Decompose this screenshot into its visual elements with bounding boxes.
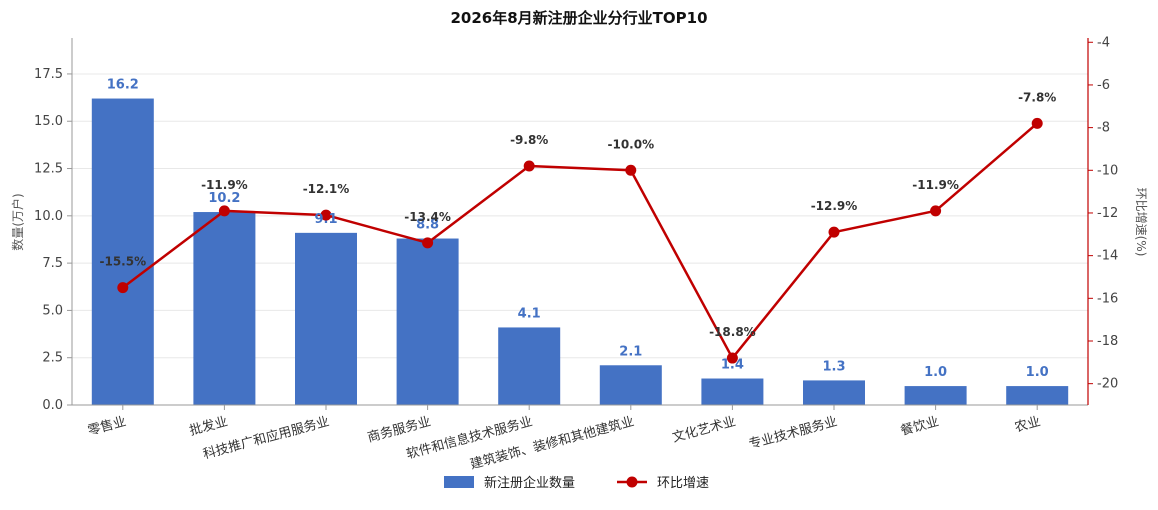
line-data-label: -18.8% — [709, 325, 756, 339]
x-tick-label: 专业技术服务业 — [747, 413, 839, 452]
bar-data-label: 8.8 — [416, 218, 439, 233]
bar — [599, 365, 662, 405]
line-point — [625, 164, 637, 176]
y-right-tick-label: -10 — [1097, 163, 1118, 178]
bar-data-label: 16.2 — [107, 78, 139, 93]
bar-data-label: 4.1 — [518, 306, 541, 321]
x-tick-label: 批发业 — [188, 413, 230, 439]
line-data-label: -15.5% — [99, 255, 146, 269]
line-point — [1031, 117, 1043, 129]
line-point — [930, 205, 942, 217]
legend: 新注册企业数量 环比增速 — [444, 475, 709, 491]
line-point — [828, 226, 840, 238]
bar-data-label: 10.2 — [208, 191, 240, 206]
bar-data-label: 9.1 — [314, 212, 337, 227]
y-tick-label: 5.0 — [42, 303, 63, 318]
line-data-label: -12.9% — [811, 199, 858, 213]
y-right-tick-label: -8 — [1097, 121, 1110, 136]
bar-data-label: 1.3 — [822, 359, 845, 374]
legend-swatch-marker — [626, 476, 638, 488]
y-right-tick-label: -4 — [1097, 35, 1110, 50]
line-data-label: -11.9% — [201, 178, 248, 192]
line-point — [726, 352, 738, 364]
bar — [904, 386, 967, 405]
x-tick-label: 商务服务业 — [366, 413, 433, 445]
x-tick-label: 农业 — [1013, 414, 1042, 435]
y-tick-label: 10.0 — [34, 209, 63, 224]
line-point — [117, 282, 129, 294]
y-tick-label: 7.5 — [42, 256, 63, 271]
line-data-label: -10.0% — [607, 137, 654, 151]
x-tick-label: 零售业 — [86, 413, 128, 439]
chart-title: 2026年8月新注册企业分行业TOP10 — [450, 9, 707, 27]
x-tick-label: 文化艺术业 — [671, 414, 738, 445]
bar-series — [91, 98, 1069, 406]
y-right-tick-label: -6 — [1097, 78, 1110, 93]
bar — [498, 327, 561, 405]
line-point — [218, 205, 230, 217]
bar — [396, 238, 459, 405]
line-point — [320, 209, 332, 221]
bar — [701, 378, 764, 405]
y-tick-label: 15.0 — [34, 114, 63, 129]
y-right-tick-label: -18 — [1097, 334, 1118, 349]
data-labels: 16.2 10.2 9.1 8.8 4.1 2.1 1.4 1.3 1.0 1.0 -15.5% -1… — [99, 78, 1056, 381]
line-data-label: -9.8% — [510, 133, 548, 147]
y-tick-label: 0.0 — [42, 398, 63, 413]
bar — [91, 98, 154, 406]
bar-data-label: 1.0 — [1026, 365, 1049, 380]
y-right-tick-label: -16 — [1097, 291, 1118, 306]
bar — [1006, 386, 1069, 405]
y-axis-right-title: 环比增速(%) — [1134, 188, 1148, 257]
y-right-tick-label: -14 — [1097, 249, 1118, 264]
bar — [193, 212, 256, 405]
y-tick-label: 17.5 — [34, 67, 63, 82]
line-data-label: -7.8% — [1018, 90, 1056, 104]
y-tick-label: 2.5 — [42, 351, 63, 366]
line-data-label: -12.1% — [303, 182, 350, 196]
x-tick-label: 建筑装饰、装修和其他建筑业 — [468, 413, 635, 472]
line-data-label: -11.9% — [912, 178, 959, 192]
y-tick-label: 12.5 — [34, 162, 63, 177]
legend-label-bar: 新注册企业数量 — [484, 475, 575, 491]
x-tick-label: 餐饮业 — [899, 413, 941, 439]
line-point — [422, 237, 434, 249]
bar-data-label: 1.4 — [721, 358, 744, 373]
line-series — [117, 117, 1043, 364]
legend-label-line: 环比增速 — [657, 476, 709, 491]
bar-data-label: 2.1 — [619, 344, 642, 359]
y-axis-left-title: 数量(万户) — [10, 193, 25, 250]
bar — [803, 380, 865, 405]
y-right-tick-label: -12 — [1097, 206, 1118, 221]
line-data-label: -13.4% — [404, 210, 451, 224]
bar — [295, 232, 357, 405]
legend-swatch-bar — [444, 476, 474, 488]
bar-data-label: 1.0 — [924, 365, 947, 380]
growth-line — [122, 122, 1039, 360]
y-right-tick-label: -20 — [1097, 377, 1118, 392]
line-point — [523, 160, 535, 172]
